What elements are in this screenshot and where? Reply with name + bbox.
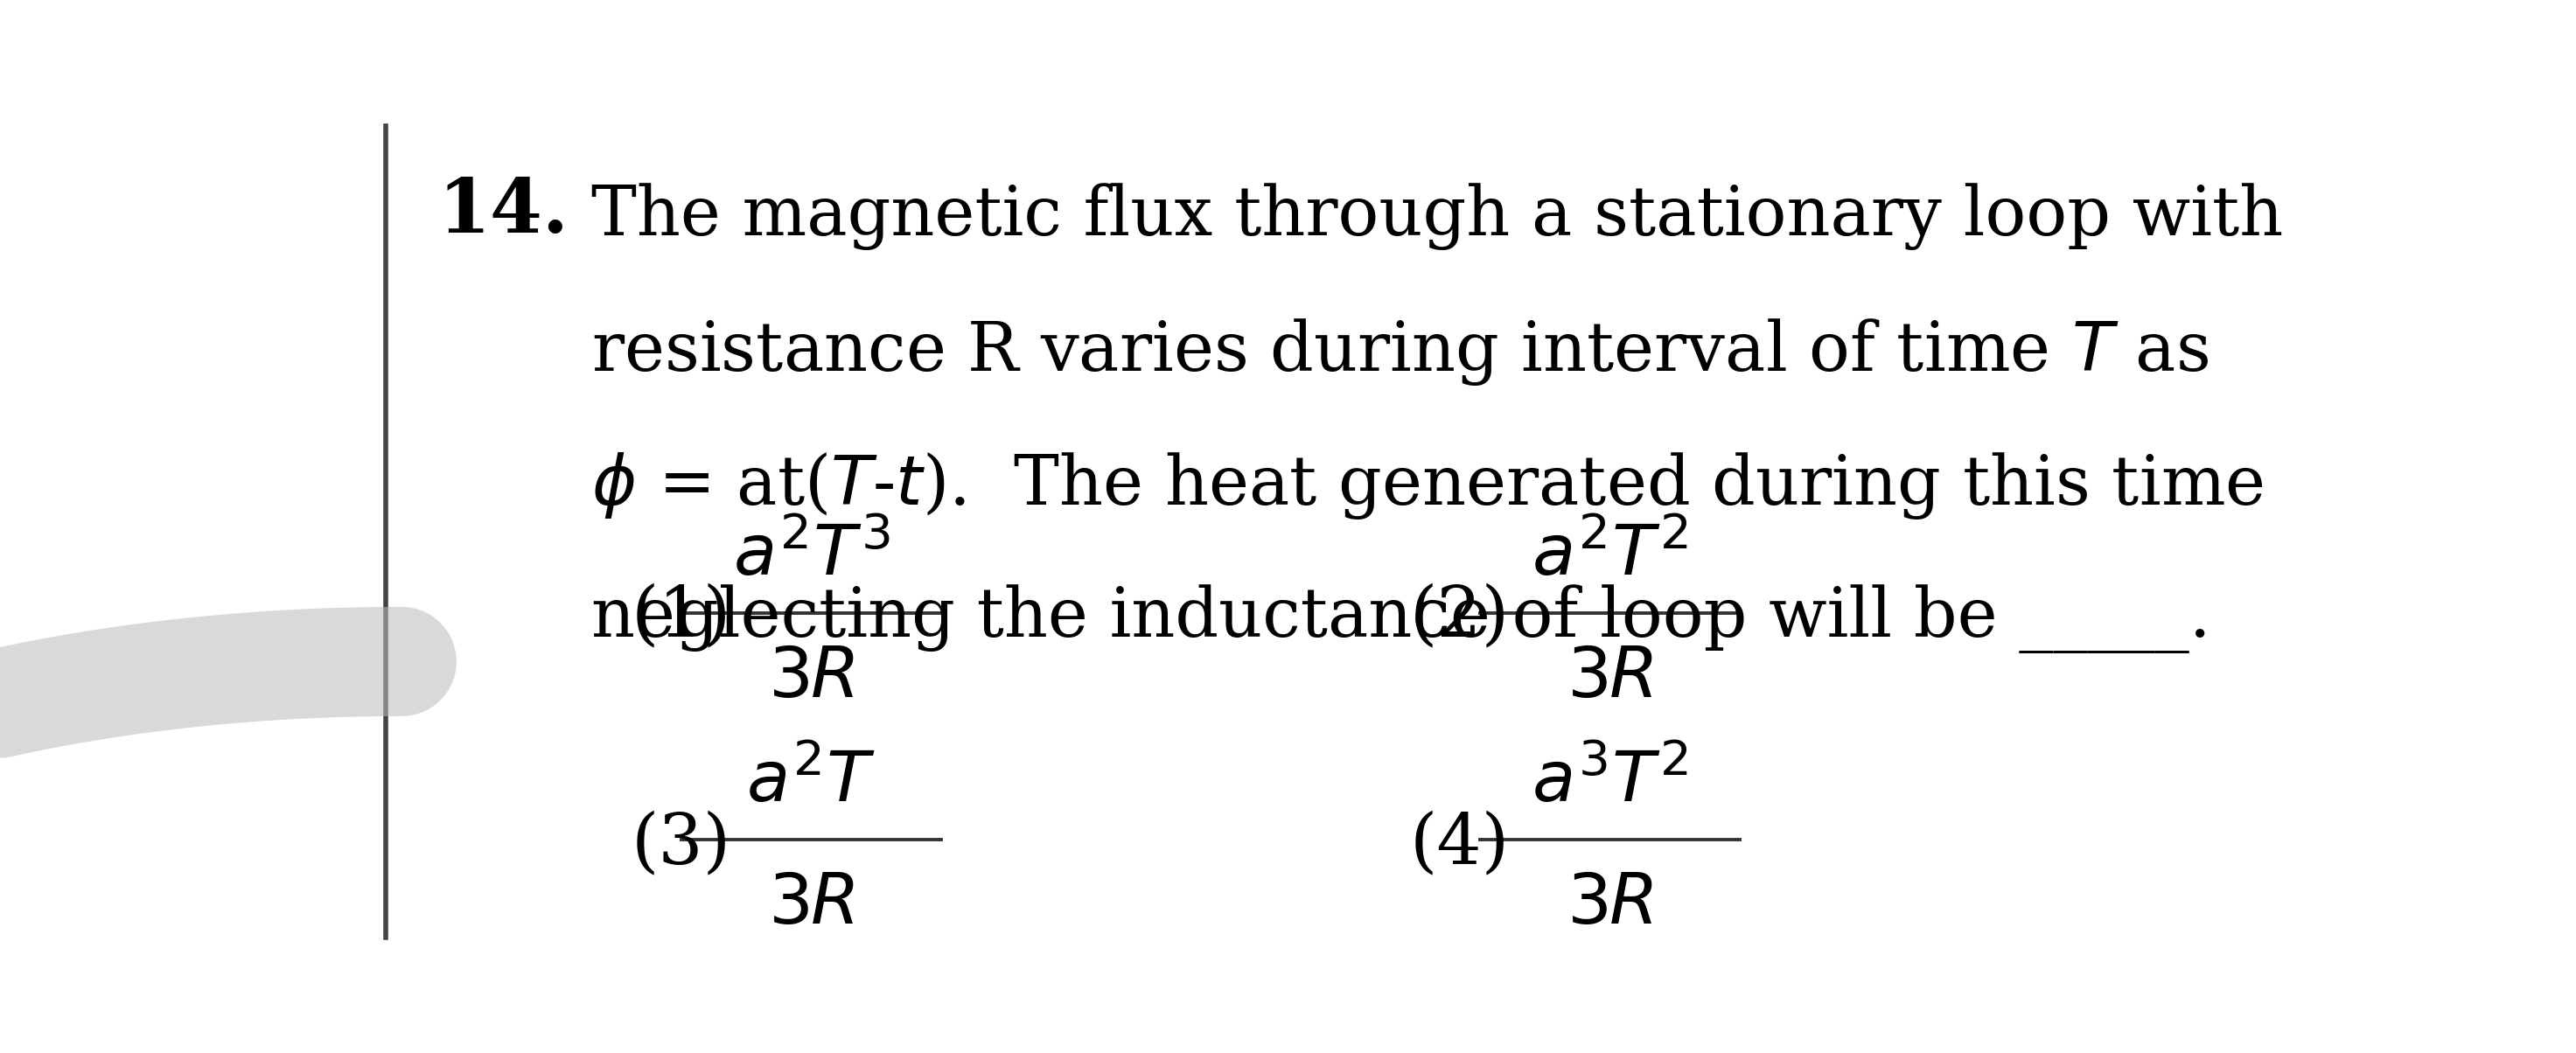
Text: (4): (4): [1409, 810, 1510, 878]
Text: neglecting the inductance of loop will be _____.: neglecting the inductance of loop will b…: [592, 584, 2210, 654]
Text: $3R$: $3R$: [768, 643, 855, 712]
Text: $a^2T^3$: $a^2T^3$: [732, 522, 889, 590]
Text: The magnetic flux through a stationary loop with: The magnetic flux through a stationary l…: [592, 183, 2282, 251]
Text: 14.: 14.: [438, 175, 569, 249]
Text: $a^2T^2$: $a^2T^2$: [1533, 522, 1687, 590]
Text: $a^3T^2$: $a^3T^2$: [1533, 749, 1687, 817]
Text: $3R$: $3R$: [1566, 643, 1654, 712]
Text: resistance R varies during interval of time $T$ as: resistance R varies during interval of t…: [592, 317, 2208, 388]
Text: $\phi$ = at($T$-$t$).  The heat generated during this time: $\phi$ = at($T$-$t$). The heat generated…: [592, 451, 2264, 521]
Text: (3): (3): [631, 810, 732, 878]
Text: (1): (1): [631, 582, 732, 651]
Text: (2): (2): [1409, 582, 1510, 651]
Text: $3R$: $3R$: [1566, 871, 1654, 939]
Text: $3R$: $3R$: [768, 871, 855, 939]
Text: $a^2T$: $a^2T$: [747, 749, 876, 817]
